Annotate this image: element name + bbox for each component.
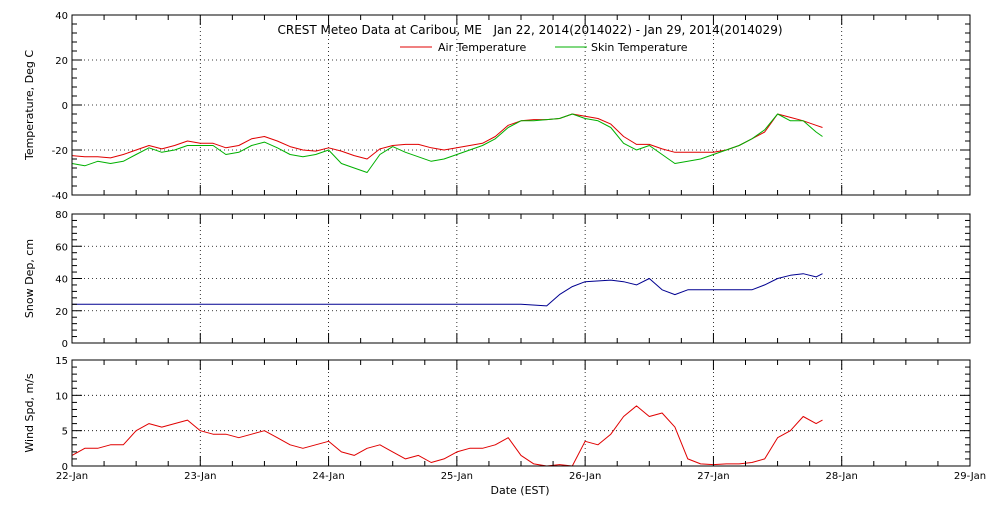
temperature-series-line-0: [71, 113, 823, 160]
wind_speed-y-tick-label: 15: [55, 356, 68, 367]
wind_speed-y-tick-label: 10: [55, 391, 68, 402]
temperature-y-tick-label: 20: [55, 56, 68, 67]
temperature-y-tick-label: -40: [52, 191, 68, 202]
x-tick-label: 22-Jan: [56, 471, 88, 482]
axes-layer: [71, 14, 971, 467]
temperature-y-tick-label: 40: [55, 11, 68, 22]
temperature-legend-label-0: Air Temperature: [438, 41, 527, 54]
x-tick-label: 29-Jan: [954, 471, 986, 482]
x-tick-label: 24-Jan: [312, 471, 344, 482]
data-layer: [71, 46, 823, 467]
x-tick-label: 27-Jan: [697, 471, 729, 482]
wind_speed-y-axis-label: Wind Spd, m/s: [23, 373, 36, 453]
chart-title: CREST Meteo Data at Caribou, ME Jan 22, …: [277, 23, 782, 37]
snow_depth-y-tick-label: 20: [55, 307, 68, 318]
snow_depth-series-line-0: [72, 273, 823, 307]
x-tick-label: 23-Jan: [184, 471, 216, 482]
x-axis-label: Date (EST): [490, 484, 549, 497]
temperature-y-axis-label: Temperature, Deg C: [23, 50, 36, 161]
wind_speed-series-line-0: [71, 405, 823, 467]
text-layer: CREST Meteo Data at Caribou, ME Jan 22, …: [23, 11, 986, 497]
wind_speed-plot-frame: [71, 359, 971, 467]
x-tick-label: 26-Jan: [569, 471, 601, 482]
grid-layer: [72, 15, 970, 466]
temperature-y-tick-label: 0: [62, 101, 68, 112]
wind_speed-y-tick-label: 0: [62, 462, 68, 473]
temperature-y-tick-label: -20: [52, 146, 68, 157]
wind_speed-y-tick-label: 5: [62, 427, 68, 438]
snow_depth-y-tick-label: 40: [55, 275, 68, 286]
snow_depth-y-tick-label: 60: [55, 242, 68, 253]
snow_depth-y-tick-label: 80: [55, 210, 68, 221]
x-tick-label: 25-Jan: [441, 471, 473, 482]
x-tick-label: 28-Jan: [826, 471, 858, 482]
snow_depth-y-tick-label: 0: [62, 339, 68, 350]
temperature-legend-label-1: Skin Temperature: [591, 41, 688, 54]
snow_depth-y-axis-label: Snow Dep, cm: [23, 239, 36, 318]
temperature-series-line-1: [71, 113, 823, 173]
